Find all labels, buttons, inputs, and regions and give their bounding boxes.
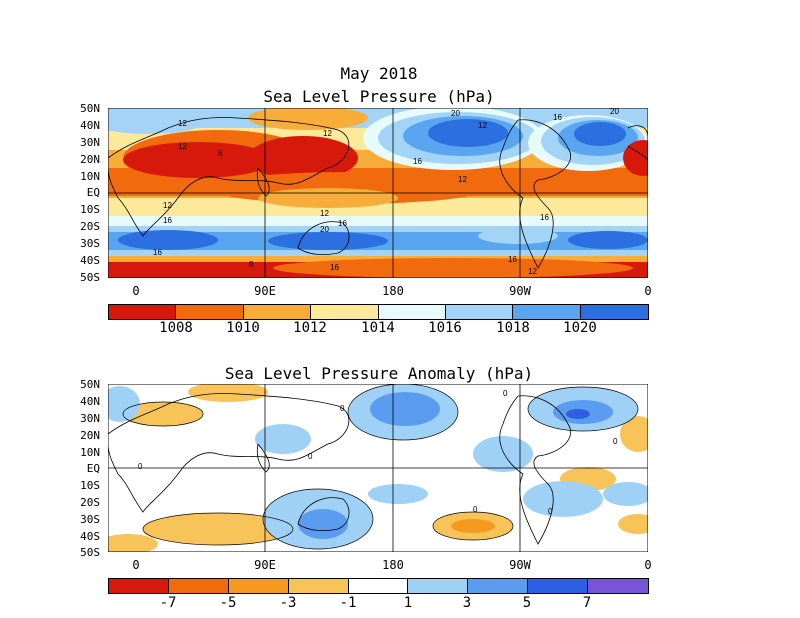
colorbar-label: -1	[339, 595, 357, 611]
contour-label: 12	[320, 209, 329, 218]
contour-label: 20	[320, 225, 329, 234]
colorbar-swatch	[348, 579, 409, 593]
lat-label: 30S	[80, 513, 100, 526]
contour-label: 16	[330, 263, 339, 272]
contour-label: 20	[451, 109, 460, 118]
colorbar-label: 3	[462, 595, 472, 611]
colorbar-swatch	[228, 579, 289, 593]
contour-label: 12	[323, 129, 332, 138]
colorbar-swatch	[580, 305, 648, 319]
contour-label: 12	[458, 175, 467, 184]
contour-label: 0	[138, 462, 143, 471]
lon-label: 90E	[254, 284, 276, 298]
colorbar-label: 1018	[496, 320, 530, 336]
colorbar-label: 5	[522, 595, 532, 611]
colorbar-label: 7	[582, 595, 592, 611]
contour-label: 0	[548, 507, 553, 516]
lat-label: 50N	[80, 102, 100, 115]
lon-label: 0	[132, 284, 140, 298]
contour-label: 16	[540, 213, 549, 222]
colorbar-swatch	[109, 305, 177, 319]
colorbar-label: 1	[403, 595, 413, 611]
contour-label: 8	[249, 260, 254, 269]
lat-label: 10N	[80, 446, 100, 459]
lat-label: 10S	[80, 203, 100, 216]
colorbar-swatch	[408, 579, 469, 593]
contour-label: 16	[553, 113, 562, 122]
colorbar-swatch	[445, 305, 514, 319]
colorbar-label: 1010	[226, 320, 260, 336]
panel1-map: 12 20 12 12 16 12 12 16 12 16 16 8 12 20…	[108, 108, 648, 278]
colorbar-label: 1012	[293, 320, 327, 336]
colorbar-label: 1014	[361, 320, 395, 336]
contour-label: 16	[153, 248, 162, 257]
colorbar-label: -7	[159, 595, 177, 611]
lat-label: 40N	[80, 395, 100, 408]
contour-label: 12	[178, 142, 187, 151]
colorbar-swatch	[243, 305, 312, 319]
contour-label: 0	[340, 404, 345, 413]
lat-label: 40S	[80, 530, 100, 543]
colorbar-label: -5	[219, 595, 237, 611]
lon-label: 0	[644, 284, 652, 298]
panel2-map: 0 0 0 0 0 0 0	[108, 384, 648, 552]
contour-label: 12	[163, 201, 172, 210]
contour-label: 20	[610, 108, 619, 116]
contour-label: 0	[473, 505, 478, 514]
colorbar-swatch	[311, 305, 379, 319]
colorbar-swatch	[109, 579, 169, 593]
colorbar-swatch	[588, 579, 648, 593]
contour-label: 0	[503, 389, 508, 398]
colorbar-label: 1008	[159, 320, 193, 336]
contour-label: 12	[178, 119, 187, 128]
panel1-colorbar	[108, 304, 649, 320]
colorbar-label: 1016	[428, 320, 462, 336]
lat-label: 20S	[80, 496, 100, 509]
lat-label: 10S	[80, 479, 100, 492]
contour-label: 0	[613, 437, 618, 446]
contour-label: 0	[308, 452, 313, 461]
panel2-title: Sea Level Pressure Anomaly (hPa)	[224, 364, 534, 383]
colorbar-swatch	[176, 305, 244, 319]
lat-label: 30S	[80, 237, 100, 250]
contour-label: 16	[413, 157, 422, 166]
lat-label: EQ	[86, 462, 100, 475]
lon-label: 180	[382, 558, 404, 572]
colorbar-swatch	[468, 579, 529, 593]
lat-label: 30N	[80, 412, 100, 425]
lat-label: 40N	[80, 119, 100, 132]
lon-label: 90W	[509, 558, 531, 572]
lon-label: 0	[644, 558, 652, 572]
panel2-colorbar	[108, 578, 649, 594]
lat-label: 30N	[80, 136, 100, 149]
colorbar-label: -3	[279, 595, 297, 611]
lat-label: 50S	[80, 271, 100, 284]
lat-label: 10N	[80, 170, 100, 183]
contour-label: 12	[478, 121, 487, 130]
contour-label: 12	[528, 267, 537, 276]
contour-label: 8	[218, 149, 223, 158]
colorbar-swatch	[378, 305, 446, 319]
colorbar-swatch	[288, 579, 349, 593]
contour-label: 16	[508, 255, 517, 264]
lat-label: 20N	[80, 429, 100, 442]
lon-label: 180	[382, 284, 404, 298]
lat-label: 40S	[80, 254, 100, 267]
contour-label: 16	[338, 219, 347, 228]
lat-label: 20S	[80, 220, 100, 233]
lon-label: 90E	[254, 558, 276, 572]
colorbar-swatch	[528, 579, 588, 593]
lon-label: 90W	[509, 284, 531, 298]
main-title: May 2018	[340, 64, 418, 83]
contour-label: 16	[163, 216, 172, 225]
lat-label: EQ	[86, 186, 100, 199]
colorbar-swatch	[168, 579, 229, 593]
panel1-title: Sea Level Pressure (hPa)	[263, 87, 495, 106]
lat-label: 20N	[80, 153, 100, 166]
colorbar-label: 1020	[563, 320, 597, 336]
colorbar-swatch	[513, 305, 581, 319]
lon-label: 0	[132, 558, 140, 572]
lat-label: 50S	[80, 546, 100, 559]
lat-label: 50N	[80, 378, 100, 391]
